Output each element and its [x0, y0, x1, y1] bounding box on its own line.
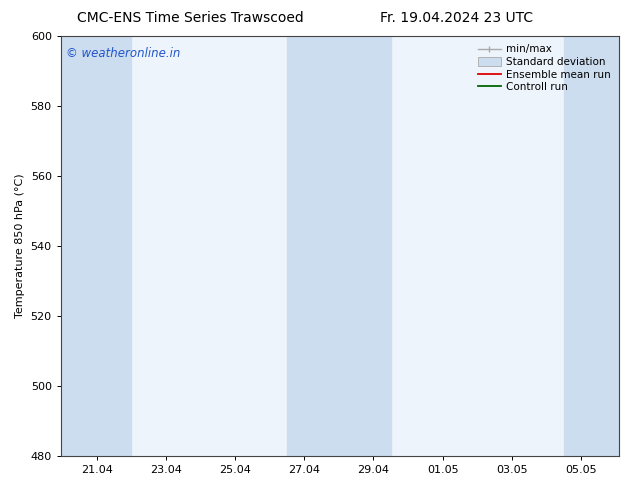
- Y-axis label: Temperature 850 hPa (°C): Temperature 850 hPa (°C): [15, 174, 25, 318]
- Legend: min/max, Standard deviation, Ensemble mean run, Controll run: min/max, Standard deviation, Ensemble me…: [475, 41, 614, 96]
- Text: © weatheronline.in: © weatheronline.in: [67, 47, 181, 60]
- Text: CMC-ENS Time Series Trawscoed: CMC-ENS Time Series Trawscoed: [77, 11, 304, 25]
- Bar: [564, 36, 619, 456]
- Text: Fr. 19.04.2024 23 UTC: Fr. 19.04.2024 23 UTC: [380, 11, 533, 25]
- Bar: [287, 36, 391, 456]
- Bar: [61, 36, 131, 456]
